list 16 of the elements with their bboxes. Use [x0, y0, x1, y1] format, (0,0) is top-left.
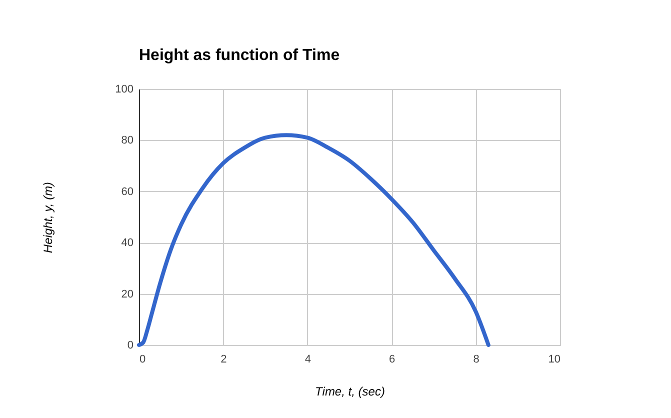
x-axis-title: Time, t, (sec) — [315, 384, 385, 398]
x-tick-label: 8 — [473, 354, 480, 366]
y-tick-label: 80 — [121, 134, 134, 147]
x-tick-label: 0 — [140, 354, 146, 366]
y-tick-label: 100 — [115, 84, 134, 96]
x-tick-label: 10 — [548, 354, 560, 366]
y-tick-label: 40 — [121, 237, 134, 250]
x-tick-label: 4 — [304, 354, 311, 366]
y-axis-title: Height, y, (m) — [41, 182, 56, 254]
chart-title: Height as function of Time — [139, 47, 340, 64]
x-tick-label: 6 — [389, 354, 396, 366]
y-tick-label: 0 — [127, 340, 134, 352]
line-series — [137, 133, 490, 347]
y-tick-label: 60 — [121, 186, 134, 198]
x-tick-label: 2 — [220, 354, 227, 366]
y-tick-label: 20 — [121, 288, 134, 300]
